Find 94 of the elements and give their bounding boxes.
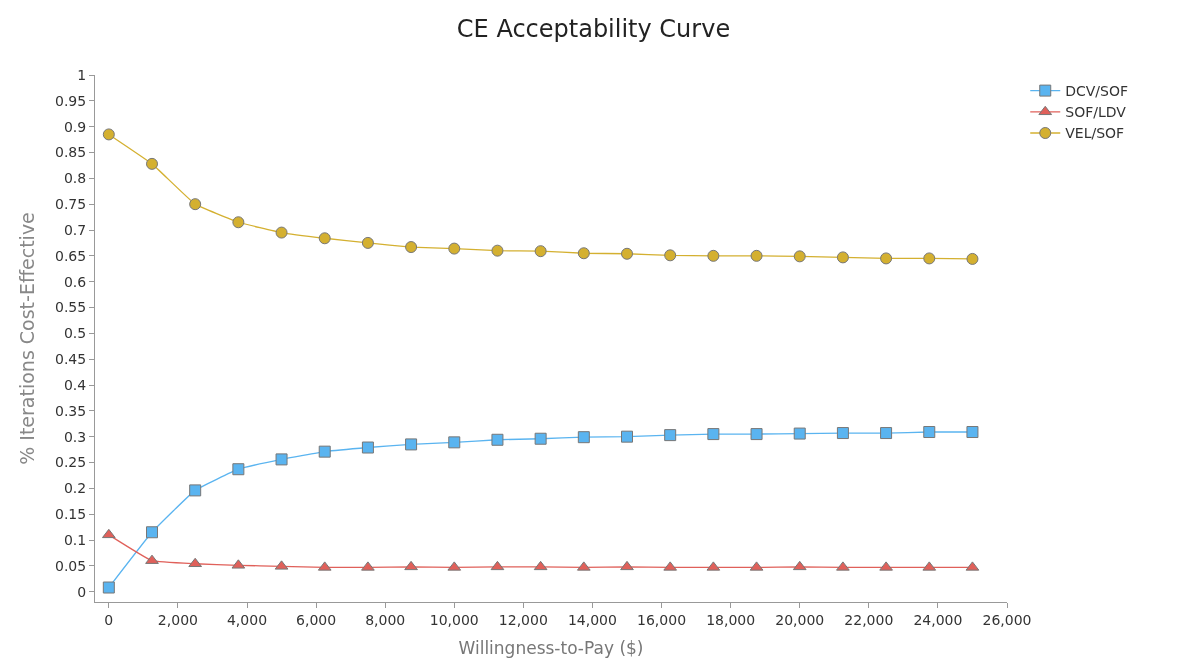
y-tick-label: 0.3 [63, 428, 87, 445]
point [836, 561, 850, 571]
x-tick-label: 8,000 [365, 611, 406, 628]
x-tick-label: 20,000 [775, 611, 825, 628]
y-tick-label: 0.8 [63, 170, 87, 187]
point [793, 250, 806, 263]
x-tick-label: 18,000 [706, 611, 756, 628]
x-tick-label: 0 [104, 611, 114, 628]
point [232, 216, 245, 229]
point [534, 432, 547, 445]
x-tick-label: 24,000 [913, 611, 963, 628]
y-tick-label: 0.75 [55, 196, 87, 213]
point [750, 428, 763, 441]
y-tick-label: 0.85 [55, 144, 87, 161]
point [491, 244, 504, 257]
point [533, 560, 548, 571]
point [707, 428, 720, 441]
y-tick-label: 1 [77, 66, 87, 83]
point [966, 426, 979, 439]
y-tick-label: 0.65 [55, 247, 87, 264]
y-tick-label: 0.35 [55, 402, 87, 419]
point [146, 157, 158, 170]
y-tick-label: 0.55 [55, 299, 87, 316]
point [275, 453, 288, 466]
legend-label: DCV/SOF [1065, 83, 1129, 100]
legend-label: VEL/SOF [1065, 125, 1125, 142]
point [318, 232, 331, 245]
point [232, 463, 245, 476]
point [880, 252, 893, 265]
x-axis-title: Willingness-to-Pay ($) [458, 638, 644, 659]
point [404, 560, 418, 571]
y-tick-label: 0.05 [55, 557, 87, 574]
point [146, 526, 158, 539]
y-tick-label: 0.25 [55, 454, 87, 471]
y-tick-label: 0 [77, 583, 87, 600]
y-tick-label: 0.4 [63, 376, 87, 393]
point [879, 561, 893, 571]
point [102, 128, 115, 141]
x-tick-label: 6,000 [296, 611, 337, 628]
point [405, 438, 418, 451]
x-tick-label: 16,000 [637, 611, 687, 628]
point [966, 252, 979, 265]
point [275, 226, 288, 239]
point [620, 560, 634, 571]
point [880, 427, 893, 440]
y-tick-label: 0.6 [63, 273, 87, 290]
point [577, 247, 590, 260]
y-tick-label: 0.1 [63, 531, 87, 548]
y-axis-title: % Iterations Cost-Effective [15, 212, 38, 465]
y-tick-label: 0.7 [63, 221, 87, 238]
y-tick-label: 0.95 [55, 92, 87, 109]
point [448, 436, 461, 449]
point [490, 560, 505, 571]
y-tick-label: 0.45 [55, 351, 87, 368]
point [923, 426, 936, 439]
y-tick-label: 0.2 [63, 480, 87, 497]
chart-title: CE Acceptability Curve [456, 14, 731, 43]
point [189, 484, 202, 497]
x-tick-label: 26,000 [982, 611, 1032, 628]
point [792, 560, 807, 571]
x-tick-label: 12,000 [498, 611, 548, 628]
point [750, 249, 763, 262]
point [361, 236, 374, 249]
x-tick-label: 2,000 [157, 611, 198, 628]
point [664, 249, 677, 262]
point [102, 581, 115, 594]
point [534, 245, 547, 258]
x-tick-label: 14,000 [567, 611, 617, 628]
point [707, 249, 720, 262]
y-tick-label: 0.5 [63, 325, 87, 342]
point [318, 445, 331, 458]
x-tick-label: 10,000 [429, 611, 479, 628]
point [361, 441, 374, 454]
y-tick-label: 0.9 [63, 118, 87, 135]
y-tick-label: 0.15 [55, 506, 87, 523]
point [101, 528, 116, 539]
point [491, 433, 504, 446]
point [793, 427, 806, 440]
legend-label: SOF/LDV [1065, 104, 1127, 121]
point [405, 241, 418, 254]
point [188, 557, 203, 568]
x-tick-label: 4,000 [226, 611, 268, 628]
point [448, 242, 461, 255]
point [836, 251, 849, 264]
point [836, 427, 849, 440]
point [621, 430, 633, 443]
point [145, 554, 159, 564]
point [361, 561, 375, 571]
point [664, 429, 677, 442]
point [577, 431, 590, 444]
point [923, 252, 936, 265]
x-tick-label: 22,000 [844, 611, 894, 628]
point [621, 247, 633, 260]
point [189, 198, 202, 211]
